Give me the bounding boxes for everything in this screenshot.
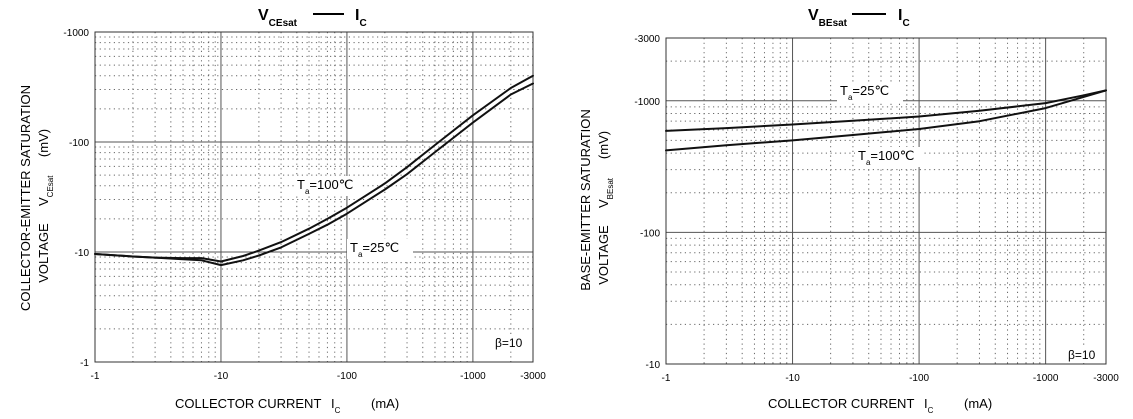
y-tick-label: -100 — [640, 228, 660, 239]
series-label: Ta=25℃ — [840, 83, 889, 102]
x-tick-label: -1000 — [460, 371, 486, 382]
chart-title-rhs: IC — [898, 7, 910, 29]
y-tick-label: -1000 — [63, 28, 89, 39]
beta-bg — [492, 334, 532, 351]
series-label-bg — [855, 147, 921, 167]
series-label: Ta=25℃ — [350, 240, 399, 259]
series-line — [665, 89, 1107, 152]
chart-title: VBEsat — [808, 7, 848, 29]
series-label: Ta=100℃ — [297, 177, 353, 196]
x-axis-symbol: IC — [331, 396, 341, 415]
y-axis-label-line2: VOLTAGE — [596, 225, 611, 285]
y-tick-label: -3000 — [634, 34, 660, 45]
grid-lines — [95, 32, 533, 362]
x-tick-label: -1000 — [1033, 373, 1059, 384]
series-label: Ta=100℃ — [858, 148, 914, 167]
chart-title-rhs: IC — [355, 7, 367, 29]
y-tick-label: -1 — [80, 358, 89, 369]
x-tick-label: -10 — [214, 371, 229, 382]
x-tick-label: -100 — [337, 371, 357, 382]
y-axis-label-line1: COLLECTOR-EMITTER SATURATION — [18, 85, 33, 311]
y-axis-symbol: VCEsat — [36, 175, 55, 206]
y-tick-label: -10 — [646, 360, 661, 371]
x-axis-symbol: IC — [924, 396, 934, 415]
x-tick-label: -1 — [91, 371, 100, 382]
x-axis-unit: (mA) — [371, 396, 399, 411]
grid-lines — [666, 38, 1106, 364]
y-axis-unit: (mV) — [36, 129, 51, 157]
chart-title: VCEsat — [258, 7, 298, 29]
series-line — [94, 82, 534, 267]
x-tick-label: -3000 — [1093, 373, 1119, 384]
chart-2: -1 -10 -100 -1000 -3000-10-100-1000-3000Ta=2… — [578, 7, 1119, 415]
y-tick-label: -1000 — [634, 97, 660, 108]
plot-frame — [94, 31, 534, 363]
plot-frame — [665, 37, 1107, 365]
x-axis-label: COLLECTOR CURRENT — [768, 396, 914, 411]
beta-annotation: β=10 — [1068, 348, 1096, 362]
x-axis-unit: (mA) — [964, 396, 992, 411]
series-line — [665, 89, 1107, 132]
y-tick-label: -10 — [75, 248, 90, 259]
x-tick-label: -10 — [785, 373, 800, 384]
x-tick-label: -3000 — [520, 371, 546, 382]
beta-bg — [1065, 346, 1105, 363]
series-label-bg — [294, 176, 360, 196]
series-label-bg — [837, 82, 903, 102]
x-tick-label: -100 — [909, 373, 929, 384]
x-axis-label: COLLECTOR CURRENT — [175, 396, 321, 411]
beta-annotation: β=10 — [495, 336, 523, 350]
y-axis-label-line1: BASE-EMITTER SATURATION — [578, 109, 593, 291]
y-axis-label-line2: VOLTAGE — [36, 223, 51, 283]
chart-1: -1 -10 -100 -1000 -3000 -1 -10 -100 -1000 Ta=100℃… — [18, 7, 546, 415]
series-label-bg — [347, 239, 413, 259]
y-axis-unit: (mV) — [596, 131, 611, 159]
y-axis-symbol: VBEsat — [596, 177, 615, 208]
x-tick-label: -1 — [662, 373, 671, 384]
y-tick-label: -100 — [69, 138, 89, 149]
